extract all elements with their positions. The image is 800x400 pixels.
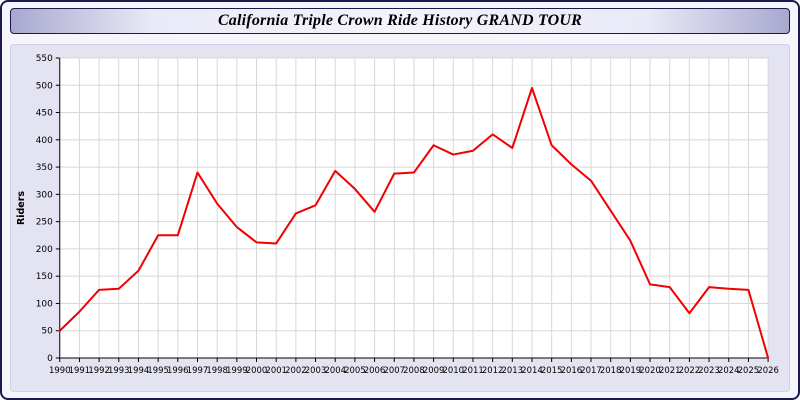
x-tick-label: 1993 xyxy=(108,365,130,375)
series-line-riders xyxy=(58,87,770,359)
chart-title: California Triple Crown Ride History GRA… xyxy=(217,12,583,29)
y-tick-label: 500 xyxy=(36,81,53,91)
chart-svg: 0501001502002503003504004505005501990199… xyxy=(16,54,779,375)
y-tick-label: 0 xyxy=(47,354,53,364)
x-tick-label: 2011 xyxy=(462,365,484,375)
x-tick-label: 2014 xyxy=(521,365,543,375)
y-tick-label: 400 xyxy=(36,136,53,146)
x-tick-label: 2003 xyxy=(305,365,327,375)
x-tick-label: 2022 xyxy=(679,365,701,375)
chart-panel: 0 50 100 150 200 250 300 350 400 450 500 550 1990 199… xyxy=(10,44,790,392)
x-tick-label: 1996 xyxy=(167,365,189,375)
x-tick-label: 2025 xyxy=(738,365,760,375)
y-tick-label: 250 xyxy=(36,218,53,228)
x-tick-label: 2016 xyxy=(561,365,583,375)
x-tick-label: 2021 xyxy=(659,365,681,375)
x-tick-label: 2013 xyxy=(502,365,524,375)
x-tick-label: 2024 xyxy=(718,365,740,375)
x-tick-label: 2001 xyxy=(265,365,287,375)
x-tick-label: 2008 xyxy=(403,365,425,375)
x-tick-label: 1991 xyxy=(69,365,91,375)
x-tick-label: 2009 xyxy=(423,365,445,375)
x-tick-label: 2012 xyxy=(482,365,504,375)
y-tick-label: 100 xyxy=(36,299,53,309)
x-tick-label: 1990 xyxy=(49,365,71,375)
y-tick-label: 450 xyxy=(36,109,53,119)
x-tick-label: 2023 xyxy=(698,365,720,375)
x-tick-label: 1995 xyxy=(147,365,169,375)
x-tick-label: 2006 xyxy=(364,365,386,375)
y-tick-label: 550 xyxy=(36,54,53,64)
y-tick-label: 150 xyxy=(36,272,53,282)
x-tick-label: 2019 xyxy=(620,365,642,375)
x-tick-label: 2010 xyxy=(443,365,465,375)
x-tick-label: 2000 xyxy=(246,365,268,375)
x-tick-label: 1992 xyxy=(88,365,110,375)
chart-title-bar: California Triple Crown Ride History GRA… xyxy=(10,8,790,34)
x-tick-label: 2026 xyxy=(757,365,779,375)
x-tick-label: 2015 xyxy=(541,365,563,375)
y-tick-label: 200 xyxy=(36,245,53,255)
x-tick-label: 1999 xyxy=(226,365,248,375)
x-tick-label: 2005 xyxy=(344,365,366,375)
x-tick-label: 1997 xyxy=(187,365,209,375)
y-axis-label: Riders xyxy=(16,191,27,225)
x-tick-label: 2007 xyxy=(383,365,405,375)
y-tick-label: 350 xyxy=(36,163,53,173)
x-tick-label: 2018 xyxy=(600,365,622,375)
x-tick-label: 2017 xyxy=(580,365,602,375)
x-tick-label: 1998 xyxy=(206,365,228,375)
x-tick-label: 2002 xyxy=(285,365,307,375)
x-tick-label: 1994 xyxy=(128,365,150,375)
x-tick-label: 2020 xyxy=(639,365,661,375)
x-tick-label: 2004 xyxy=(324,365,346,375)
y-tick-label: 300 xyxy=(36,190,53,200)
y-tick-label: 50 xyxy=(41,327,53,337)
